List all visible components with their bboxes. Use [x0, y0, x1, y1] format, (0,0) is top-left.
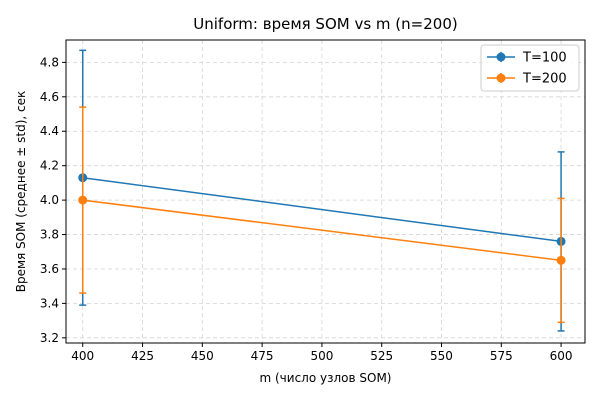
x-tick-label: 475 — [251, 349, 274, 363]
x-tick-label: 450 — [191, 349, 214, 363]
x-tick-label: 525 — [370, 349, 393, 363]
legend-marker — [496, 52, 506, 62]
y-tick-label: 4.8 — [40, 55, 59, 69]
series-layer — [78, 49, 566, 332]
y-tick-label: 4.2 — [40, 159, 59, 173]
y-tick-label: 3.2 — [40, 331, 59, 345]
legend: T=100 T=200 — [480, 44, 580, 92]
y-tick-label: 3.8 — [40, 228, 59, 242]
y-tick-label: 4.6 — [40, 90, 59, 104]
chart-title: Uniform: время SOM vs m (n=200) — [193, 15, 457, 33]
legend-entry: T=100 — [487, 51, 567, 66]
x-tick-label: 400 — [71, 349, 94, 363]
x-tick-label: 600 — [550, 349, 573, 363]
y-tick-label: 4.4 — [40, 124, 59, 138]
x-tick-label: 425 — [131, 349, 154, 363]
legend-entry: T=200 — [487, 72, 567, 87]
legend-label: T=200 — [522, 72, 567, 87]
x-tick-label: 550 — [430, 349, 453, 363]
plot-area-frame — [65, 39, 586, 344]
x-tick-label: 500 — [310, 349, 333, 363]
y-tick-label: 4.0 — [40, 193, 59, 207]
data-point — [78, 195, 88, 205]
series-t-200 — [78, 106, 566, 324]
legend-marker — [496, 73, 506, 83]
y-axis-ticks: 3.2 3.4 3.6 3.8 4.0 4.2 4.4 4.6 4.8 — [40, 55, 66, 345]
series-line — [82, 199, 562, 262]
data-point — [556, 255, 566, 265]
legend-label: T=100 — [522, 51, 567, 66]
x-axis-ticks: 400 425 450 475 500 525 550 575 600 — [71, 343, 573, 363]
x-axis-label: m (число узлов SOM) — [260, 371, 392, 385]
y-tick-label: 3.4 — [40, 296, 59, 310]
series-line — [82, 176, 562, 243]
y-tick-label: 3.6 — [40, 262, 59, 276]
y-axis-label: Время SOM (среднее ± std), сек — [14, 91, 28, 293]
x-tick-label: 575 — [490, 349, 513, 363]
